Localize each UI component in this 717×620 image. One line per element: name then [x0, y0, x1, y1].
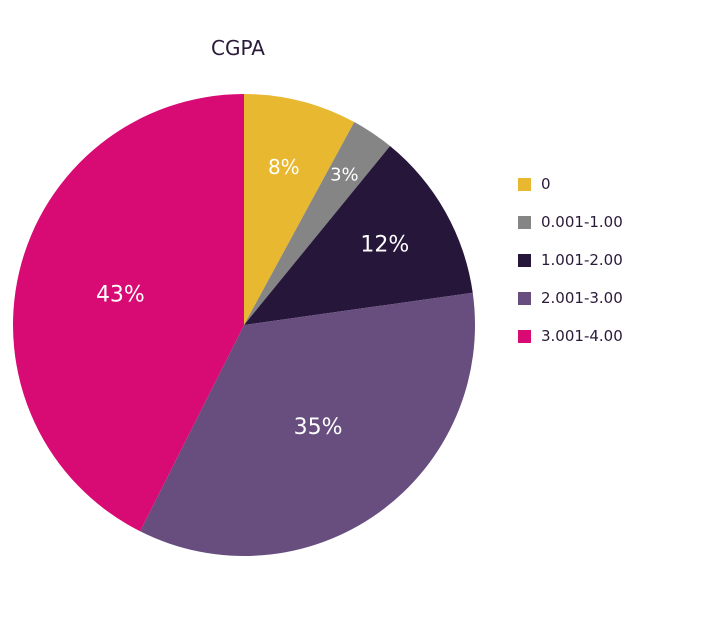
chart-title: CGPA	[211, 36, 265, 60]
slice-value-label: 43%	[96, 283, 145, 308]
legend: 0 0.001-1.00 1.001-2.00 2.001-3.00 3.001…	[518, 165, 623, 355]
legend-swatch	[518, 329, 531, 343]
legend-item: 0.001-1.00	[518, 203, 623, 241]
slice-value-label: 3%	[330, 164, 359, 185]
slice-value-label: 35%	[294, 415, 343, 440]
pie-slice	[244, 122, 391, 326]
legend-swatch	[518, 253, 531, 267]
legend-label: 3.001-4.00	[541, 327, 623, 345]
legend-label: 1.001-2.00	[541, 251, 623, 269]
legend-swatch	[518, 177, 531, 191]
pie-slice	[244, 94, 355, 325]
slice-value-label: 8%	[268, 155, 300, 179]
legend-item: 2.001-3.00	[518, 279, 623, 317]
legend-item: 1.001-2.00	[518, 241, 623, 279]
pie-slice	[12, 94, 245, 532]
pie-slice	[244, 146, 473, 325]
slice-value-label: 12%	[360, 233, 409, 258]
legend-swatch	[518, 215, 531, 229]
legend-label: 2.001-3.00	[541, 289, 623, 307]
legend-swatch	[518, 291, 531, 305]
legend-label: 0.001-1.00	[541, 213, 623, 231]
legend-label: 0	[541, 175, 551, 193]
pie-slice	[140, 292, 476, 557]
legend-item: 3.001-4.00	[518, 317, 623, 355]
legend-item: 0	[518, 165, 623, 203]
